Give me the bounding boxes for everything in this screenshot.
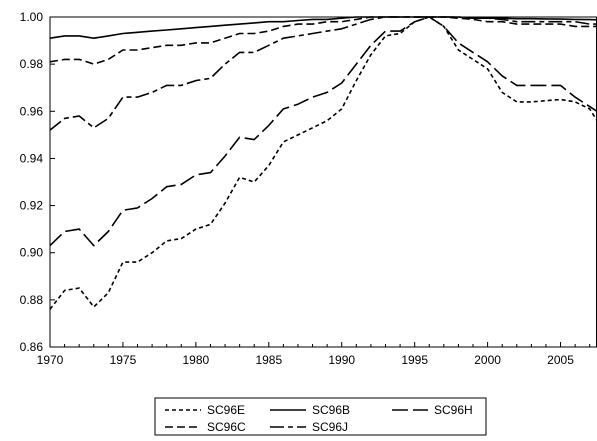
- x-tick-label: 1970: [37, 353, 64, 367]
- series-layer: [49, 16, 597, 310]
- legend-box: [154, 397, 487, 436]
- x-tick-label: 1985: [255, 353, 282, 367]
- series-line-sc96c: [49, 16, 597, 65]
- legend-label-sc96j: SC96J: [312, 420, 348, 434]
- series-line-sc96e: [49, 16, 597, 310]
- x-tick-label: 1975: [110, 353, 137, 367]
- x-tick-label: 1980: [183, 353, 210, 367]
- series-line-sc96b: [49, 16, 597, 40]
- y-tick-label: 1.00: [20, 10, 44, 24]
- axes-layer: 0.86 0.88 0.90 0.92 0.94 0.96 0.98 1.00 1970 1975…: [20, 10, 597, 367]
- plot-frame: [49, 16, 597, 348]
- y-tick-label: 0.92: [20, 199, 44, 213]
- y-tick-label: 0.94: [20, 151, 44, 165]
- y-tick-label: 0.96: [20, 104, 44, 118]
- x-tick-label: 2005: [547, 353, 574, 367]
- legend-label-sc96h: SC96H: [434, 403, 473, 417]
- x-tick-label: 1990: [328, 353, 355, 367]
- series-line-sc96j: [49, 16, 597, 131]
- legend-label-sc96b: SC96B: [312, 403, 350, 417]
- legend-label-sc96e: SC96E: [207, 403, 245, 417]
- legend: SC96E SC96B SC96H SC96C SC96J: [154, 397, 487, 436]
- y-tick-label: 0.98: [20, 57, 44, 71]
- x-tick-label: 1995: [401, 353, 428, 367]
- x-tick-label: 2000: [474, 353, 501, 367]
- y-tick-label: 0.86: [20, 340, 44, 354]
- legend-label-sc96c: SC96C: [207, 420, 246, 434]
- y-tick-label: 0.88: [20, 293, 44, 307]
- series-line-sc96h: [49, 16, 597, 247]
- y-tick-label: 0.90: [20, 246, 44, 260]
